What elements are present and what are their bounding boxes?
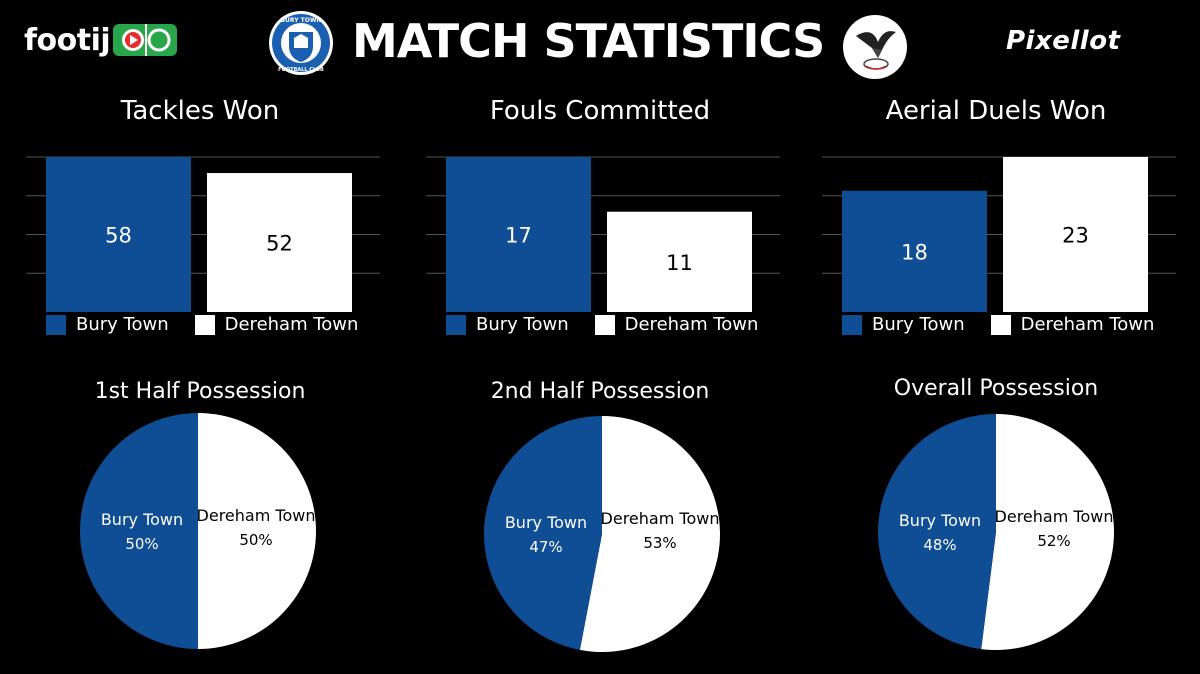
pie-slice-bury-town [484, 416, 602, 650]
legend-label-dereham: Dereham Town [1020, 314, 1155, 335]
fouls-committed-chart: Fouls Committed 17 11 Bury Town Dereham T… [420, 96, 780, 356]
pie-slice-dereham-town [579, 416, 721, 652]
dereham-town-crest [843, 15, 907, 79]
chart-title: Fouls Committed [489, 96, 711, 126]
legend-swatch-bury [842, 314, 862, 335]
pie-category-label: Bury Town [505, 513, 587, 532]
pie-slice-dereham-town [198, 413, 316, 649]
pie-value-label: 52% [1037, 532, 1070, 550]
chart-legend: Bury Town Dereham Town [446, 314, 784, 335]
chart-title: Overall Possession [893, 376, 1099, 401]
legend-swatch-bury [46, 314, 66, 335]
svg-text:FOOTBALL CLUB: FOOTBALL CLUB [278, 67, 324, 73]
aerial-duels-won-chart: Aerial Duels Won 18 23 Bury Town Dereham … [816, 96, 1176, 356]
first-half-possession-chart: 1st Half Possession Bury Town 50% Dereham … [20, 376, 380, 666]
bar-dereham-town [607, 211, 752, 312]
pie-value-label: 50% [239, 531, 272, 549]
pie-value-label: 50% [125, 535, 158, 553]
pie-category-label: Bury Town [101, 510, 183, 529]
pie-plot: Bury Town 50% Dereham Town 50% [80, 413, 316, 649]
pie-plot: Bury Town 48% Dereham Town 52% [877, 414, 1114, 650]
pie-value-label: 48% [923, 536, 956, 554]
pie-value-label: 47% [529, 538, 562, 556]
legend-swatch-dereham [194, 314, 215, 335]
footij-logo: footij [24, 22, 178, 58]
bar-dereham-town [1003, 157, 1148, 312]
bar-plot: 58 52 [26, 156, 380, 312]
pie-slice-bury-town [877, 414, 996, 650]
legend-label-bury: Bury Town [476, 314, 569, 335]
pixellot-logo: Pixellot [1006, 26, 1121, 56]
bar-value-label: 11 [666, 251, 693, 275]
svg-text:BURY TOWN: BURY TOWN [280, 17, 321, 24]
footij-pitch-icon [113, 24, 178, 56]
bar-value-label: 23 [1062, 224, 1089, 248]
pie-value-label: 53% [643, 534, 676, 552]
pie-slice-dereham-town [981, 414, 1114, 650]
chart-legend: Bury Town Dereham Town [842, 314, 1180, 335]
bar-value-label: 17 [505, 224, 532, 248]
header: footij BURY TOWN FOOTBALL CLUB MATCH STA… [0, 0, 1200, 95]
chart-title: 1st Half Possession [94, 379, 306, 404]
bar-bury-town [46, 157, 191, 312]
pie-slice-bury-town [80, 413, 198, 649]
bar-value-label: 18 [901, 240, 928, 264]
legend-label-dereham: Dereham Town [624, 314, 759, 335]
chart-title: 2nd Half Possession [490, 379, 710, 404]
pie-category-label: Dereham Town [995, 507, 1114, 526]
chart-title: Aerial Duels Won [885, 96, 1107, 126]
legend-swatch-dereham [990, 314, 1011, 335]
legend-label-bury: Bury Town [76, 314, 169, 335]
second-half-possession-chart: 2nd Half Possession Bury Town 47% Dereham … [420, 376, 780, 666]
legend-label-bury: Bury Town [872, 314, 965, 335]
bar-bury-town [446, 157, 591, 312]
bar-dereham-town [207, 173, 352, 312]
bury-town-crest: BURY TOWN FOOTBALL CLUB [269, 11, 333, 75]
legend-label-dereham: Dereham Town [224, 314, 359, 335]
pie-category-label: Dereham Town [197, 506, 316, 525]
bar-value-label: 52 [266, 232, 293, 256]
pie-category-label: Bury Town [899, 511, 981, 530]
pie-category-label: Dereham Town [601, 509, 720, 528]
page-title: MATCH STATISTICS [352, 14, 825, 68]
chart-legend: Bury Town Dereham Town [46, 314, 384, 335]
pie-plot: Bury Town 47% Dereham Town 53% [484, 416, 721, 652]
bar-value-label: 58 [105, 224, 132, 248]
tackles-won-chart: Tackles Won 58 52 Bury Town Dereham Town [20, 96, 380, 356]
legend-swatch-bury [446, 314, 466, 335]
legend-swatch-dereham [594, 314, 615, 335]
bar-bury-town [842, 190, 987, 312]
chart-title: Tackles Won [120, 96, 280, 126]
overall-possession-chart: Overall Possession Bury Town 48% Dereham T… [816, 376, 1176, 666]
footij-wordmark: footij [24, 22, 111, 58]
